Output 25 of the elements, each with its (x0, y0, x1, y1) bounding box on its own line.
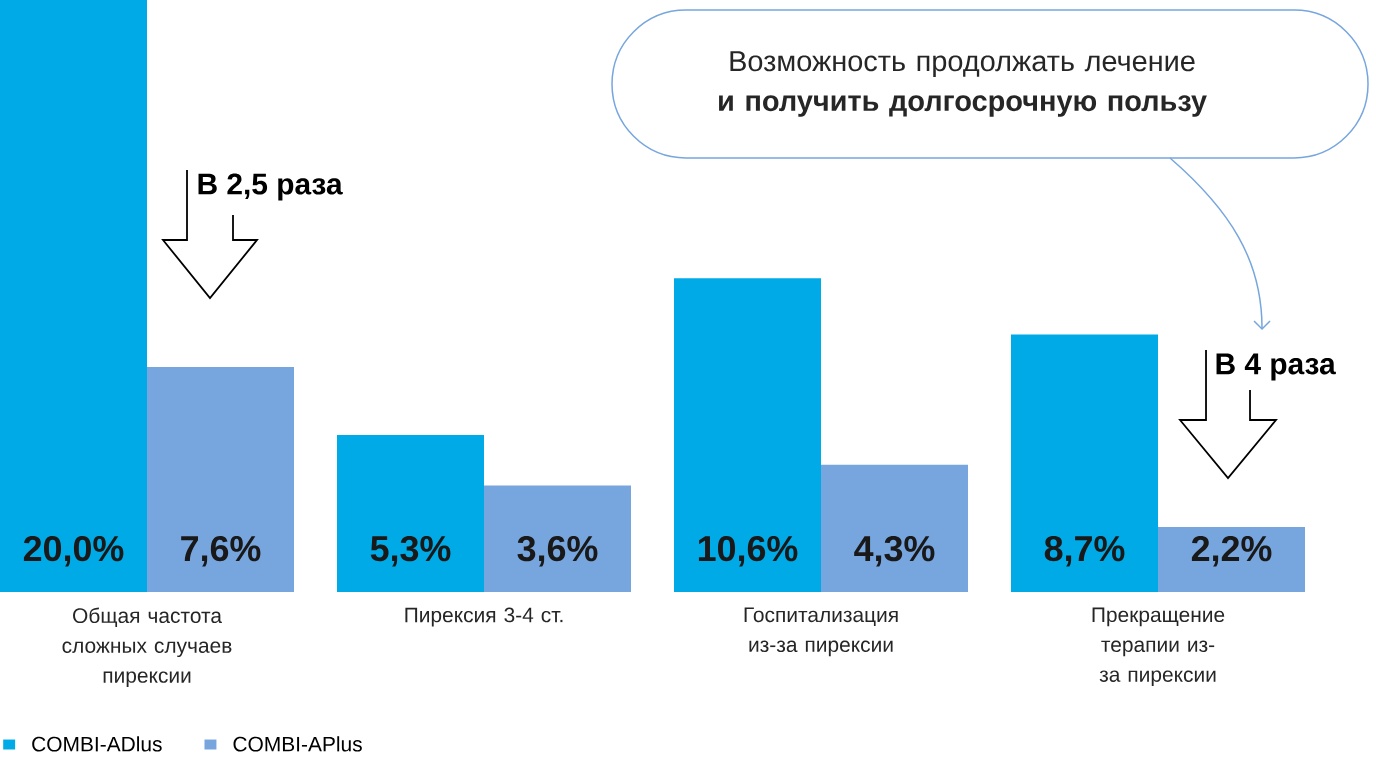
bar (147, 367, 294, 592)
bar (674, 278, 821, 592)
legend-label: COMBI-ADlus (32, 736, 162, 752)
annotation: Возможность продолжать лечение и получить долгосрочную пользу (719, 51, 1207, 117)
annotation: В 4 раза (1216, 353, 1336, 381)
bar (337, 435, 484, 592)
x-tick-label: Общая частота сложных случаев пирексии (62, 607, 232, 687)
bar (1158, 526, 1306, 592)
bar (0, 0, 147, 592)
annotation: В 2,5 раза (198, 173, 343, 201)
data-label: 2,2% (1191, 535, 1272, 567)
bar (821, 464, 969, 592)
data-label: 8,7% (1044, 535, 1125, 567)
data-label: 3,6% (517, 535, 598, 567)
bar (484, 485, 632, 592)
bar (1011, 334, 1159, 592)
data-label: 10,6% (698, 535, 798, 567)
legend-label: COMBI-APlus (233, 736, 362, 752)
x-tick-label: Прекращение терапии из-за пирексии (1092, 607, 1225, 687)
data-label: 7,6% (181, 535, 261, 567)
x-tick-label: Госпитализация из-за пирексии (744, 607, 898, 657)
data-label: 4,3% (854, 535, 935, 567)
x-tick-label: Пирексия 3-4 ст. (405, 607, 563, 627)
data-label: 20,0% (23, 535, 124, 567)
data-label: 5,3% (370, 535, 451, 567)
